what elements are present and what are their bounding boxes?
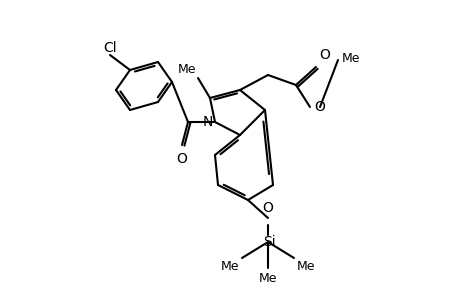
Text: O: O [313, 100, 324, 114]
Text: Me: Me [258, 272, 277, 285]
Text: O: O [176, 152, 187, 166]
Text: Me: Me [220, 260, 239, 273]
Text: N: N [202, 115, 213, 129]
Text: Cl: Cl [103, 41, 117, 55]
Text: Me: Me [297, 260, 315, 273]
Text: O: O [262, 201, 273, 215]
Text: Si: Si [262, 235, 275, 249]
Text: O: O [318, 48, 329, 62]
Text: Me: Me [177, 63, 196, 76]
Text: Me: Me [341, 52, 360, 64]
